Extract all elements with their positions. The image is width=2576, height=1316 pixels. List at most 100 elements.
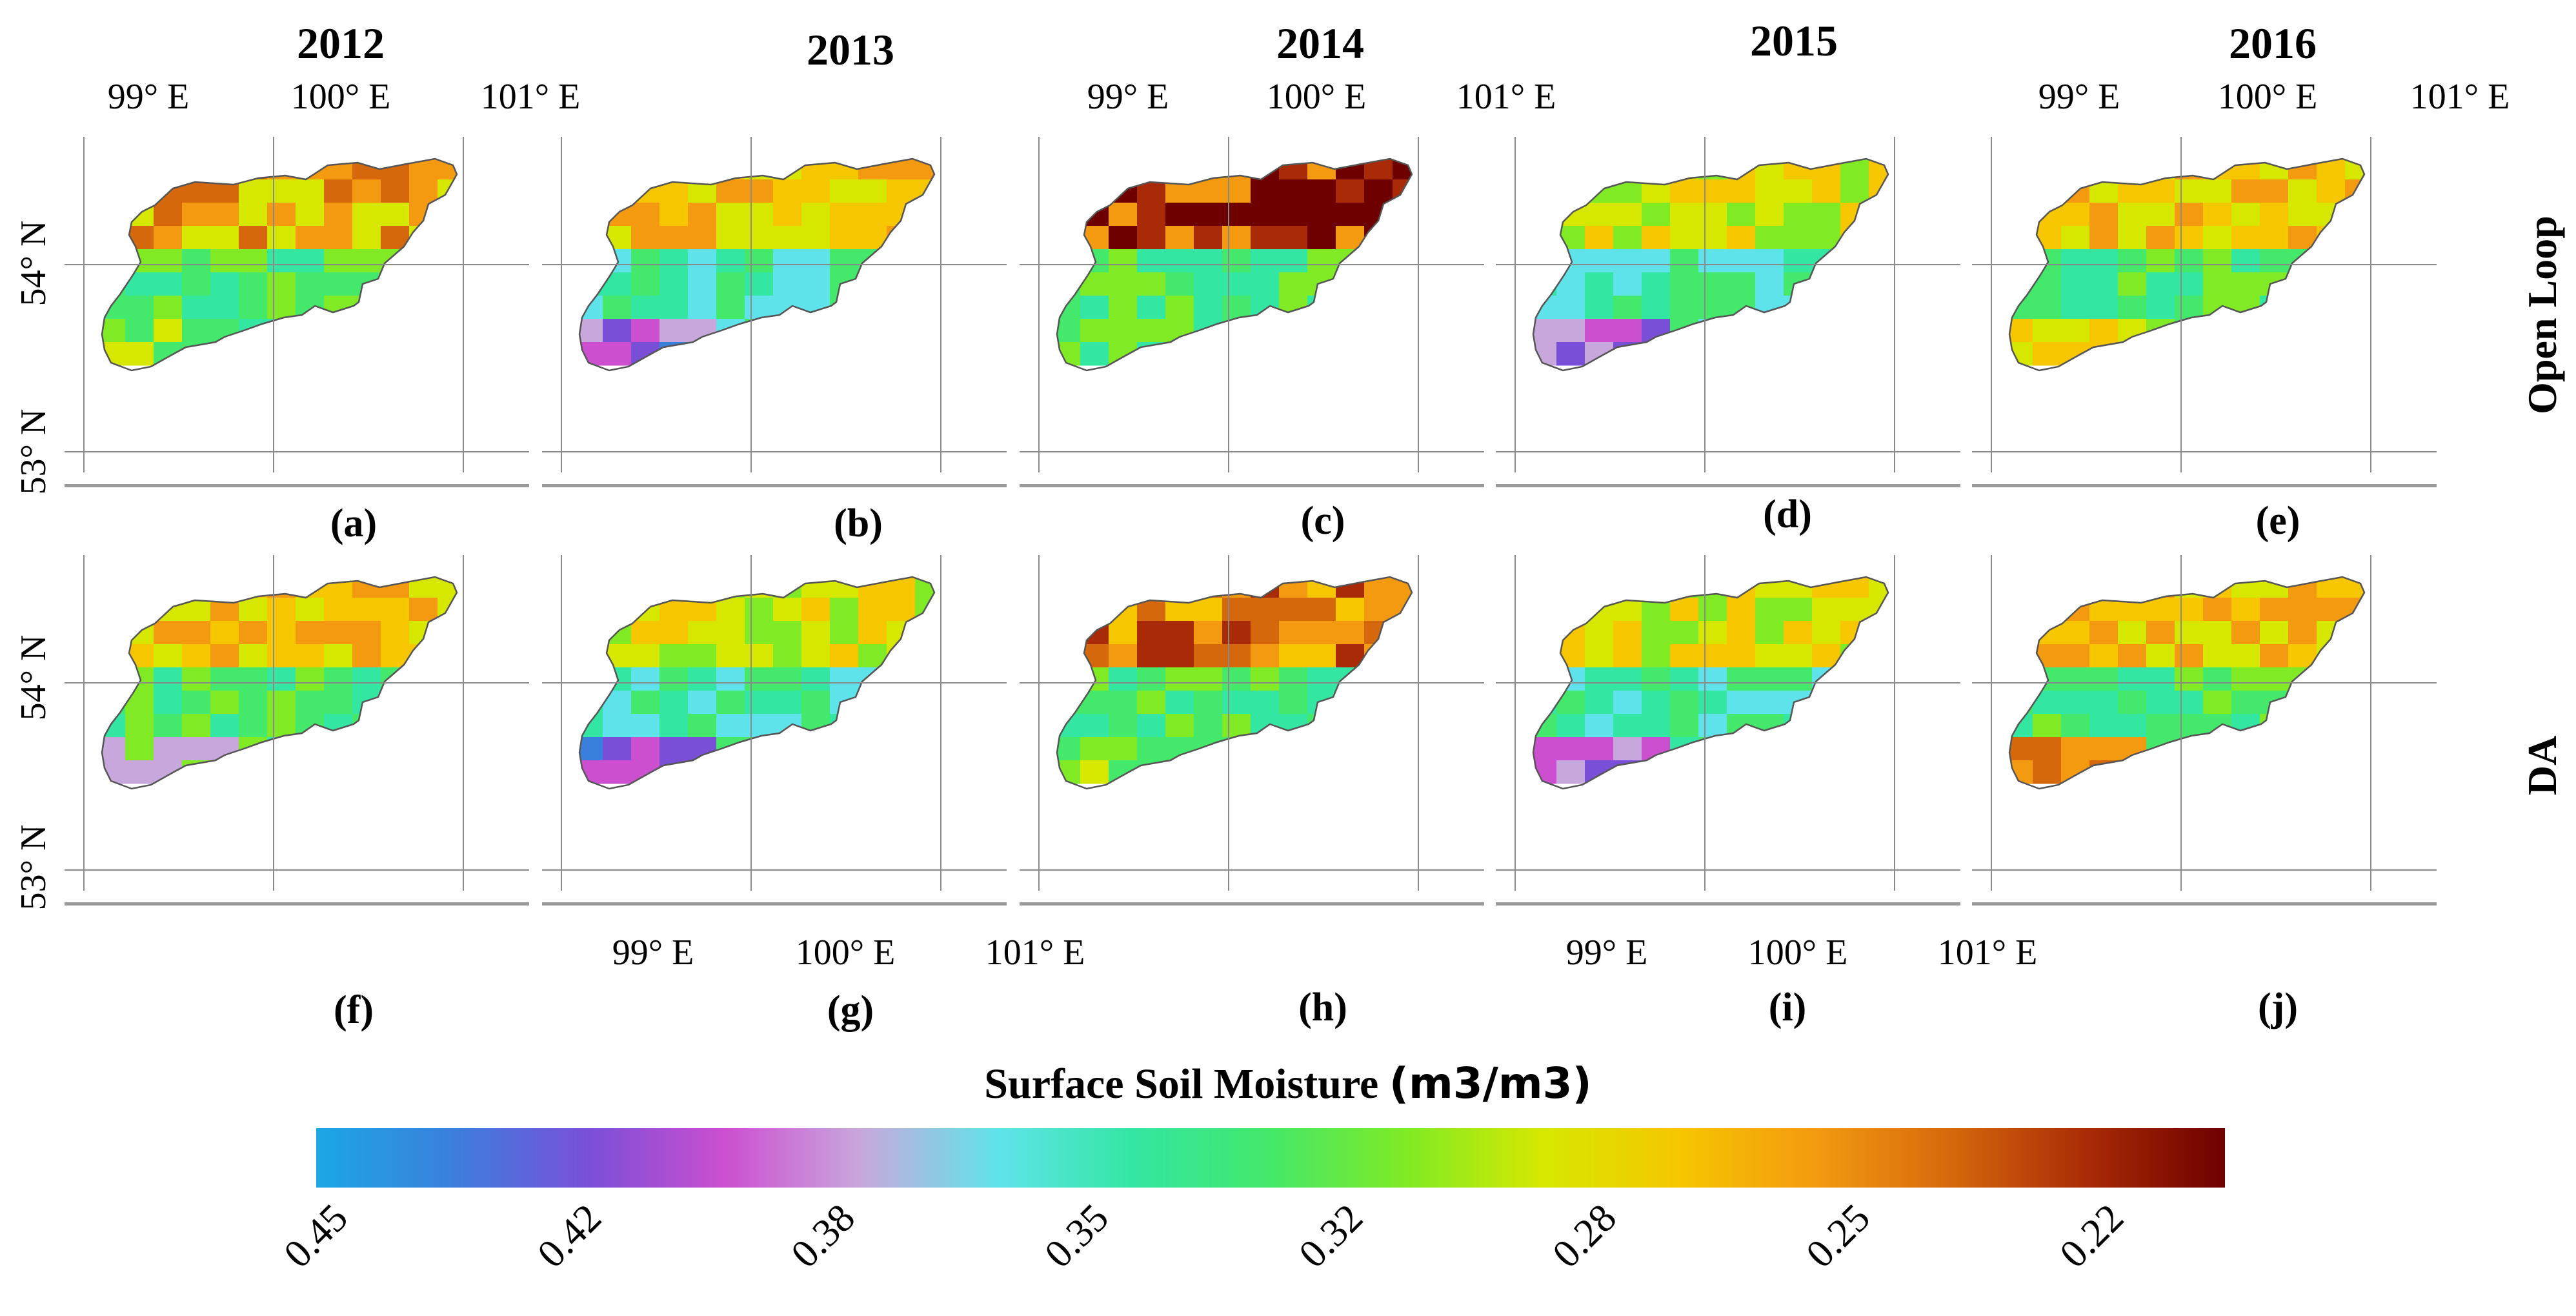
grid-cell — [830, 667, 859, 691]
grid-cell — [1194, 342, 1223, 366]
grid-cell — [773, 272, 802, 296]
grid-cell — [1222, 760, 1251, 784]
grid-cell — [887, 621, 916, 645]
grid-cell — [579, 714, 603, 738]
grid-cell — [2089, 249, 2118, 273]
grid-cell — [2061, 644, 2090, 668]
grid-cell — [1840, 342, 1869, 366]
grid-cell — [887, 203, 916, 227]
grid-cell — [1251, 249, 1280, 273]
grid-cell — [1670, 667, 1699, 691]
grid-cell — [1137, 159, 1166, 180]
grid-cell — [2118, 272, 2147, 296]
grid-cell — [2317, 296, 2346, 319]
grid-cell — [1698, 621, 1727, 645]
grid-cell — [1613, 296, 1642, 319]
grid-cell — [239, 577, 268, 598]
grid-cell — [2203, 644, 2232, 668]
grid-cell — [1642, 667, 1671, 691]
grid-cell — [2089, 644, 2118, 668]
grid-cell — [267, 737, 296, 761]
grid-cell — [1307, 296, 1336, 319]
grid-cell — [2118, 296, 2147, 319]
grid-cell — [296, 760, 325, 784]
basin-outline — [101, 576, 458, 790]
grid-cell — [1642, 760, 1671, 784]
grid-cell — [2089, 737, 2118, 761]
grid-cell — [1642, 342, 1671, 366]
grid-cell — [1613, 249, 1642, 273]
grid-cell — [1784, 714, 1813, 738]
grid-cell — [267, 760, 296, 784]
grid-cell — [858, 714, 887, 738]
grid-cell — [1194, 272, 1223, 296]
grid-cell — [2203, 342, 2232, 366]
grid-cell — [773, 691, 802, 714]
grid-cell — [1727, 667, 1756, 691]
grid-cell — [659, 296, 689, 319]
grid-cell — [915, 621, 934, 645]
grid-cell — [210, 577, 239, 598]
grid-cell — [1137, 644, 1166, 668]
grid-cell — [154, 621, 183, 645]
grid-cell — [2033, 714, 2062, 738]
grid-cell — [1222, 644, 1251, 668]
grid-cell — [1533, 737, 1557, 761]
grid-cell — [1307, 760, 1336, 784]
grid-cell — [1533, 598, 1557, 622]
grid-cell — [1869, 249, 1888, 273]
grid-cell — [267, 203, 296, 227]
grid-cell — [182, 714, 211, 738]
grid-cell — [2345, 691, 2364, 714]
grid-cell — [2317, 272, 2346, 296]
grid-cell — [102, 598, 126, 622]
grid-cell — [745, 598, 774, 622]
grid-cell — [1165, 159, 1194, 180]
grid-cell — [1251, 621, 1280, 645]
grid-cell — [1869, 296, 1888, 319]
grid-cell — [1364, 737, 1393, 761]
grid-cell — [1556, 342, 1585, 366]
grid-cell — [2009, 319, 2033, 343]
grid-cell — [2317, 714, 2346, 738]
grid-cell — [182, 272, 211, 296]
grid-cell — [1784, 342, 1813, 366]
grid-cell — [1165, 272, 1194, 296]
panel-bottom-edge — [542, 902, 1007, 906]
grid-cell — [2260, 598, 2289, 622]
grid-cell — [801, 644, 830, 668]
grid-cell — [1279, 179, 1308, 203]
grid-cell — [210, 226, 239, 250]
grid-cell — [659, 714, 689, 738]
grid-cell — [1279, 249, 1308, 273]
grid-cell — [381, 342, 410, 366]
grid-cell — [210, 667, 239, 691]
grid-cell — [1080, 598, 1109, 622]
panel-bottom-edge — [65, 484, 529, 487]
grid-cell — [1165, 760, 1194, 784]
grid-cell — [1727, 691, 1756, 714]
grid-cell — [1137, 319, 1166, 343]
grid-cell — [1670, 598, 1699, 622]
grid-cell — [773, 760, 802, 784]
grid-cell — [438, 691, 457, 714]
soil-moisture-cells — [2009, 159, 2364, 366]
grid-cell — [210, 272, 239, 296]
grid-cell — [1585, 644, 1614, 668]
grid-cell — [324, 272, 353, 296]
grid-cell — [1613, 203, 1642, 227]
grid-cell — [324, 226, 353, 250]
panel-letter-b: (b) — [834, 501, 883, 545]
grid-cell — [381, 760, 410, 784]
grid-cell — [182, 249, 211, 273]
grid-cell — [1698, 691, 1727, 714]
grid-cell — [1137, 691, 1166, 714]
grid-cell — [324, 577, 353, 598]
grid-cell — [1556, 714, 1585, 738]
grid-cell — [409, 644, 438, 668]
grid-cell — [1194, 249, 1223, 273]
grid-cell — [716, 760, 745, 784]
grid-cell — [830, 644, 859, 668]
grid-cell — [1755, 644, 1784, 668]
grid-cell — [1642, 644, 1671, 668]
